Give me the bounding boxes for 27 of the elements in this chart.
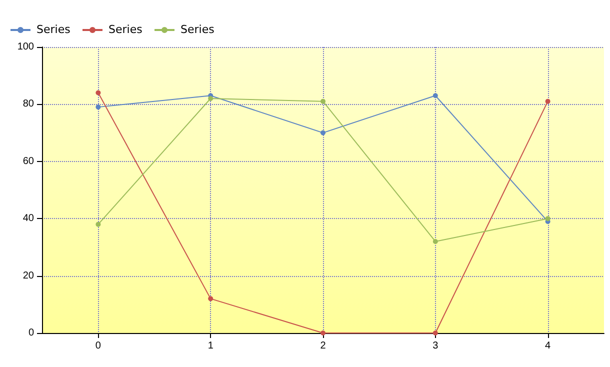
point: [320, 330, 326, 336]
y-tick-label: 40: [22, 213, 34, 224]
point: [208, 296, 214, 302]
y-tick-label: 80: [22, 98, 34, 110]
x-tick-label: 4: [545, 340, 552, 352]
point: [96, 222, 101, 227]
legend-label: Series: [180, 23, 215, 36]
point: [208, 96, 214, 101]
point: [545, 98, 550, 104]
point: [432, 93, 438, 98]
x-tick-label: 3: [432, 340, 439, 352]
y-tick-label: 60: [22, 156, 34, 167]
x-tick-label: 1: [208, 340, 214, 352]
y-tick-label: 100: [17, 42, 34, 52]
y-tick-label: 0: [28, 328, 34, 338]
y-tick-label: 20: [22, 270, 34, 282]
x-tick-label: 2: [320, 340, 326, 352]
point: [320, 130, 326, 136]
point: [96, 104, 101, 110]
point: [320, 98, 326, 104]
point: [432, 330, 438, 336]
point: [96, 90, 101, 96]
legend-label: Series: [108, 23, 143, 36]
x-tick-label: 0: [95, 340, 102, 352]
point: [545, 216, 550, 222]
legend-label: Series: [36, 23, 71, 36]
point: [432, 238, 438, 244]
